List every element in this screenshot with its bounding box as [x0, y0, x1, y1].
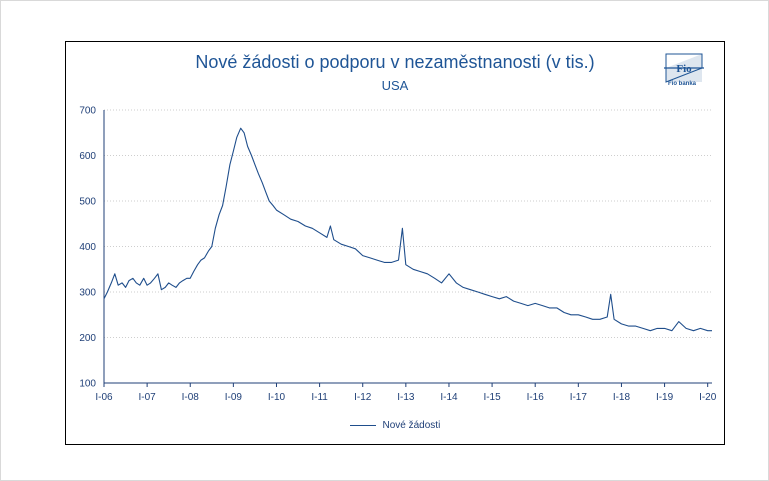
y-tick-label: 300 — [79, 288, 96, 299]
x-tick-label: I-17 — [570, 392, 588, 403]
x-tick-label: I-13 — [397, 392, 415, 403]
x-tick-label: I-18 — [613, 392, 631, 403]
x-tick-label: I-08 — [182, 392, 200, 403]
y-tick-label: 200 — [79, 333, 96, 344]
y-tick-label: 400 — [79, 242, 96, 253]
legend: Nové žádosti — [66, 420, 724, 431]
x-tick-label: I-09 — [225, 392, 243, 403]
fio-logo-icon: Fio — [664, 53, 704, 83]
line-chart: 100 200 300 400 500 600 700 I-06 I-07 I-08 I-09 I-1… — [79, 106, 717, 404]
y-tick-label: 600 — [79, 151, 96, 162]
x-tick-label: I-20 — [699, 392, 717, 403]
y-tick-label: 700 — [79, 106, 96, 117]
x-tick-label: I-16 — [527, 392, 545, 403]
chart-frame: Nové žádosti o podporu v nezaměstnanosti… — [65, 41, 725, 445]
x-tick-label: I-06 — [95, 392, 113, 403]
y-tick-label: 500 — [79, 197, 96, 208]
x-tick-label: I-10 — [268, 392, 286, 403]
y-tick-label: 100 — [79, 379, 96, 390]
x-tick-label: I-19 — [656, 392, 674, 403]
x-tick-label: I-11 — [311, 392, 328, 403]
legend-line-swatch — [349, 424, 376, 426]
x-tick-label: I-12 — [354, 392, 372, 403]
x-tick-label: I-07 — [139, 392, 157, 403]
logo-caption: Fio banka — [667, 81, 696, 87]
logo-glyph: Fio — [676, 63, 692, 75]
legend-label: Nové žádosti — [382, 420, 441, 431]
x-tick-label: I-15 — [483, 392, 501, 403]
chart-subtitle: USA — [381, 78, 409, 93]
x-tick-label: I-14 — [440, 392, 458, 403]
series-line-nove-zadosti — [103, 127, 712, 332]
chart-title: Nové žádosti o podporu v nezaměstnanosti… — [195, 52, 595, 72]
